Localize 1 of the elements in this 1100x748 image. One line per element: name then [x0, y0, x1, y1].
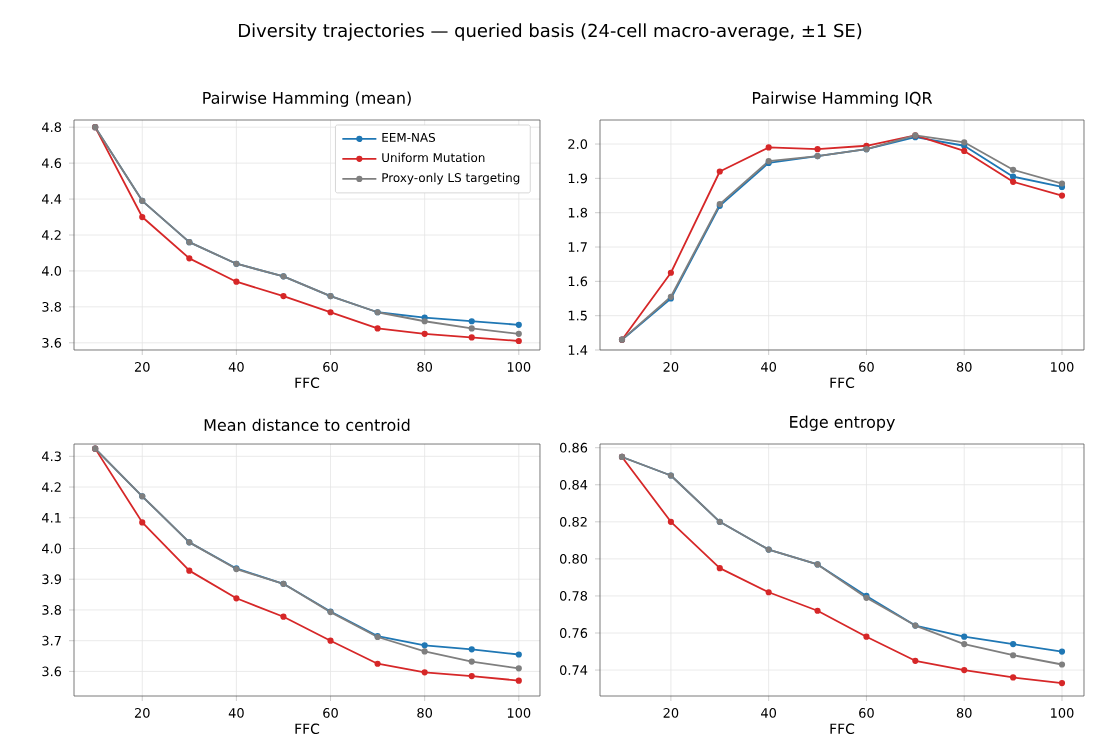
text: Diversity trajectories — queried basis (24-cell macro-average, ±1 SE)	[239, 23, 862, 41]
